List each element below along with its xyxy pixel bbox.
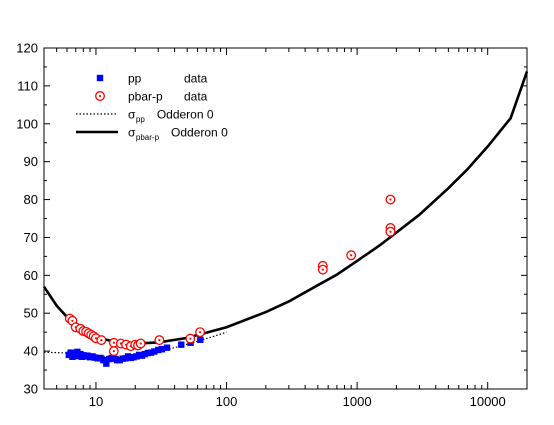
legend-suffix-pbarp: data bbox=[184, 90, 208, 104]
y-tick-label: 90 bbox=[24, 154, 38, 169]
point-pp bbox=[158, 346, 166, 353]
point-pbarp bbox=[154, 335, 165, 346]
plot-area bbox=[43, 47, 528, 390]
y-tick-label: 120 bbox=[16, 41, 38, 56]
marker-dot bbox=[112, 341, 115, 344]
x-tick-label: 10 bbox=[89, 394, 103, 409]
x-tick-label: 1000 bbox=[343, 394, 372, 409]
marker-dot bbox=[71, 319, 74, 322]
point-pp bbox=[178, 341, 185, 348]
marker-dot bbox=[112, 350, 115, 353]
point-pbarp bbox=[185, 333, 196, 344]
y-tick-label: 30 bbox=[24, 382, 38, 397]
y-tick-label: 100 bbox=[16, 116, 38, 131]
marker-dot bbox=[98, 94, 102, 98]
y-tick-label: 80 bbox=[24, 192, 38, 207]
x-tick-label: 10000 bbox=[470, 394, 506, 409]
marker-dot bbox=[94, 337, 98, 340]
point-pbarp bbox=[108, 346, 119, 357]
point-pp bbox=[67, 349, 74, 356]
point-pp bbox=[100, 357, 107, 364]
marker-dot bbox=[100, 339, 103, 342]
y-tick-label: 60 bbox=[24, 268, 38, 283]
marker-dot bbox=[389, 230, 392, 233]
legend-label-pp: pp bbox=[128, 72, 142, 86]
y-tick-label: 70 bbox=[24, 230, 38, 245]
point-pbarp bbox=[317, 264, 328, 275]
marker-dot bbox=[389, 198, 392, 201]
point-pbarp bbox=[135, 338, 146, 349]
marker-dot bbox=[350, 254, 353, 257]
plot-frame bbox=[43, 47, 528, 390]
point-pp bbox=[151, 348, 158, 355]
marker-dot bbox=[321, 268, 324, 271]
legend-label-sigma_pp: σ bbox=[128, 108, 136, 122]
curve-sigma_pbarp bbox=[42, 71, 529, 345]
point-pp bbox=[197, 336, 204, 343]
legend-sub-sigma_pp: pp bbox=[136, 115, 145, 124]
data-points bbox=[64, 194, 396, 367]
legend-sub-sigma_pbarp: pbar-p bbox=[136, 133, 160, 142]
point-pp bbox=[147, 349, 155, 356]
point-pp bbox=[163, 344, 171, 351]
legend-label-sigma_pbarp: σ bbox=[128, 126, 136, 140]
legend-suffix-sigma_pbarp: Odderon 0 bbox=[171, 126, 228, 140]
legend-suffix-pp: data bbox=[184, 72, 208, 86]
point-pbarp bbox=[96, 335, 107, 346]
legend-suffix-sigma_pp: Odderon 0 bbox=[157, 108, 214, 122]
legend-marker-pp bbox=[96, 74, 104, 82]
x-axis: 10 100 1000 10000 bbox=[43, 48, 528, 409]
marker-dot bbox=[198, 331, 202, 334]
point-pbarp bbox=[195, 327, 206, 338]
point-pbarp bbox=[346, 250, 357, 261]
marker-dot bbox=[189, 337, 192, 340]
x-tick-label: 100 bbox=[216, 394, 238, 409]
point-pbarp bbox=[385, 194, 396, 205]
point-pbarp bbox=[385, 226, 396, 237]
model-curves bbox=[42, 71, 529, 358]
y-axis: 30 40 50 60 70 80 90 100 110 120 bbox=[16, 41, 527, 397]
y-tick-label: 40 bbox=[24, 344, 38, 359]
y-tick-label: 110 bbox=[17, 78, 38, 93]
legend-marker-pbarp bbox=[95, 91, 105, 101]
legend-label-pbarp: pbar-p bbox=[128, 90, 163, 104]
y-tick-label: 50 bbox=[24, 306, 38, 321]
marker-dot bbox=[139, 342, 142, 345]
point-pp bbox=[155, 346, 162, 354]
marker-dot bbox=[158, 339, 161, 342]
point-pp bbox=[103, 360, 110, 367]
